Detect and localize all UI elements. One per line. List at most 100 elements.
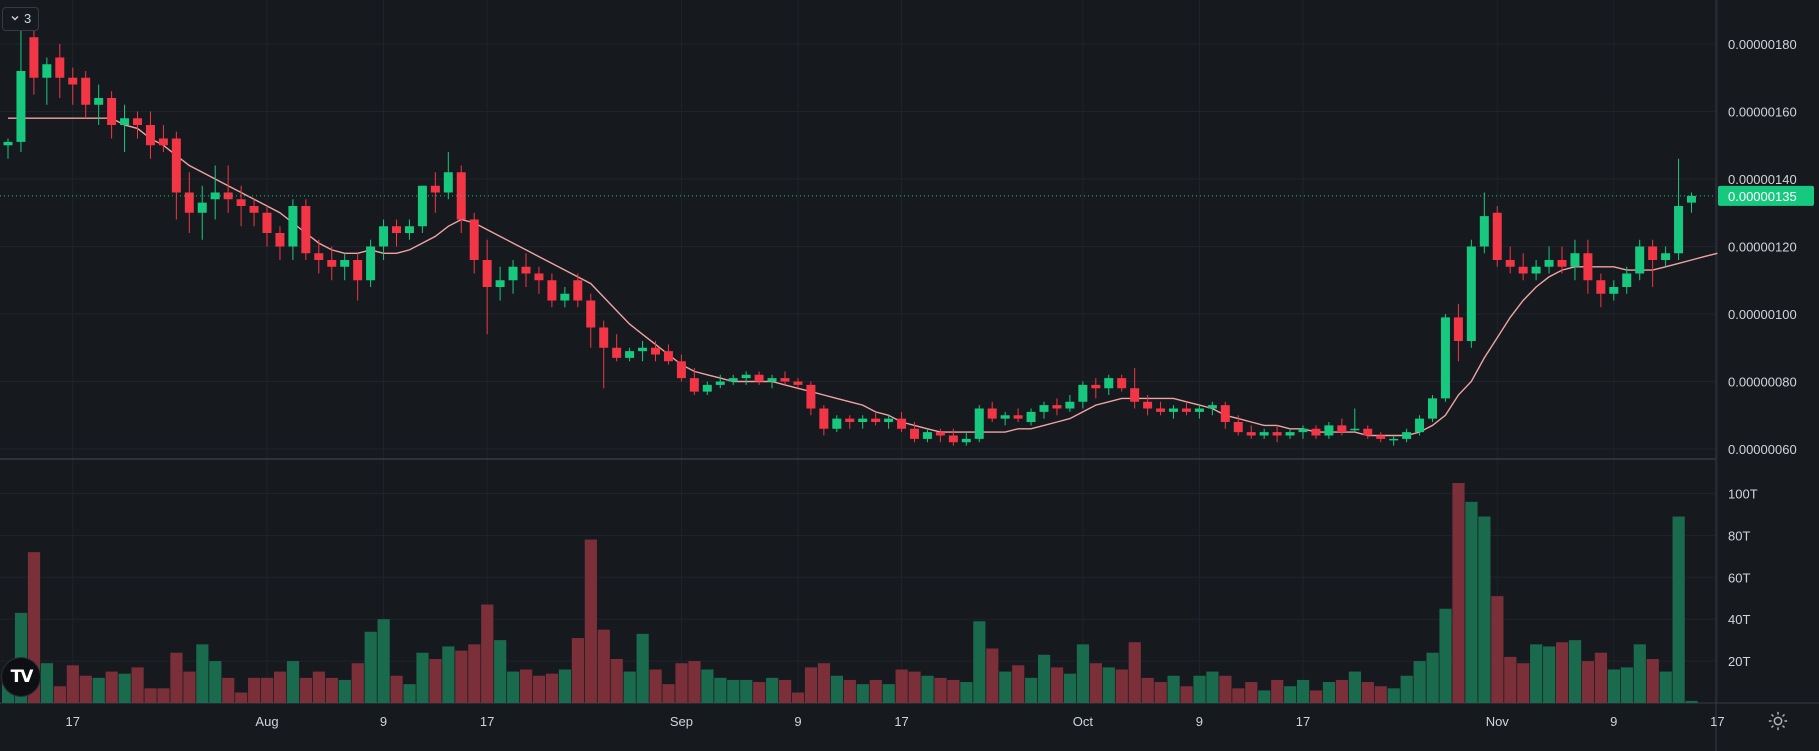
candle-body xyxy=(1479,216,1489,247)
volume-bar xyxy=(1400,675,1413,703)
time-tick-label: 17 xyxy=(480,714,494,729)
volume-bar xyxy=(999,671,1012,703)
volume-bar xyxy=(455,650,468,703)
volume-bar xyxy=(1089,663,1102,703)
candle-body xyxy=(1415,418,1425,433)
candle-body xyxy=(961,438,971,443)
time-tick-label: 17 xyxy=(66,714,80,729)
volume-bar xyxy=(766,677,779,703)
candle-body xyxy=(806,384,816,409)
candle-body xyxy=(948,435,958,443)
candle-body xyxy=(1169,408,1178,412)
volume-bar xyxy=(571,638,584,703)
volume-bar xyxy=(299,677,313,703)
price-tick-label: 0.00000060 xyxy=(1728,442,1797,457)
candle-body xyxy=(1363,428,1373,436)
volume-bar xyxy=(248,677,261,703)
candle-body xyxy=(469,219,479,260)
candle-body xyxy=(547,280,557,301)
volume-bar xyxy=(364,631,377,703)
volume-bar xyxy=(1478,516,1491,703)
volume-bar xyxy=(40,663,54,703)
candle-body xyxy=(1518,266,1528,274)
candle-body xyxy=(262,212,272,233)
volume-bar xyxy=(1426,652,1439,703)
volume-bar xyxy=(235,692,248,703)
volume-bar xyxy=(377,619,390,703)
volume-bar xyxy=(1452,483,1465,703)
candle-body xyxy=(443,172,453,193)
candle-body xyxy=(404,226,414,233)
price-tick-label: 0.00000080 xyxy=(1728,375,1797,390)
candle-body xyxy=(1635,246,1645,274)
volume-bar xyxy=(804,667,818,703)
volume-bar xyxy=(597,629,610,703)
volume-tick-label: 60T xyxy=(1728,570,1750,585)
candle-body xyxy=(1376,435,1386,439)
candle-body xyxy=(1544,260,1554,267)
candle-body xyxy=(29,37,39,78)
time-tick-label: 17 xyxy=(1296,714,1310,729)
candle-body xyxy=(288,206,298,247)
volume-tick-label: 80T xyxy=(1728,528,1750,543)
candle-body xyxy=(184,192,194,213)
candle-body xyxy=(107,98,117,125)
candle-body xyxy=(1661,253,1671,260)
volume-bar xyxy=(1594,652,1608,703)
volume-bar xyxy=(1543,646,1556,703)
price-tick-label: 0.00000120 xyxy=(1728,240,1797,255)
gear-icon[interactable] xyxy=(1767,710,1789,732)
volume-bar xyxy=(1322,682,1336,703)
volume-bar xyxy=(1050,667,1064,703)
volume-bar xyxy=(1607,669,1620,703)
volume-bar xyxy=(895,669,908,703)
last-price-label: 0.00000135 xyxy=(1728,189,1797,204)
volume-bar xyxy=(675,663,688,703)
candle-body xyxy=(871,418,881,422)
time-tick-label: 9 xyxy=(794,714,801,729)
candle-body xyxy=(702,384,712,392)
candle-body xyxy=(1596,280,1606,294)
candle-body xyxy=(508,266,518,281)
volume-bar xyxy=(830,675,843,703)
candle-body xyxy=(1117,378,1127,389)
candle-body xyxy=(1402,432,1412,439)
volume-bar xyxy=(1141,677,1154,703)
candle-body xyxy=(1194,408,1204,412)
volume-bar xyxy=(1361,682,1374,703)
candle-body xyxy=(1440,317,1450,399)
volume-bar xyxy=(753,682,766,703)
volume-bar xyxy=(1685,700,1698,703)
indicators-toggle-button[interactable]: 3 xyxy=(2,7,40,31)
volume-bar xyxy=(1374,686,1387,703)
candle-body xyxy=(1156,408,1166,412)
volume-bar xyxy=(273,671,287,703)
candle-body xyxy=(1104,378,1114,389)
volume-bar xyxy=(960,682,973,703)
volume-bar xyxy=(1193,675,1206,703)
time-tick-label: Nov xyxy=(1486,714,1510,729)
volume-bar xyxy=(558,669,572,703)
volume-bar xyxy=(1063,673,1077,703)
candle-body xyxy=(1052,405,1062,409)
candle-body xyxy=(340,260,350,267)
volume-bar xyxy=(390,675,403,703)
volume-bar xyxy=(1206,671,1219,703)
candle-body xyxy=(1078,384,1088,402)
volume-bar xyxy=(92,677,105,703)
volume-bar xyxy=(1219,675,1232,703)
candle-body xyxy=(55,57,65,78)
candle-body xyxy=(1557,260,1567,267)
candle-body xyxy=(171,138,181,193)
tradingview-logo-icon[interactable]: TV xyxy=(2,658,40,696)
volume-bar xyxy=(908,671,921,703)
chevron-down-icon xyxy=(10,7,20,31)
volume-bar xyxy=(222,677,235,703)
volume-bar xyxy=(947,679,960,703)
volume-bar xyxy=(131,667,144,703)
volume-bar xyxy=(1297,679,1310,703)
candle-body xyxy=(935,432,945,436)
candle-body xyxy=(417,185,427,227)
volume-bar xyxy=(1102,667,1115,703)
